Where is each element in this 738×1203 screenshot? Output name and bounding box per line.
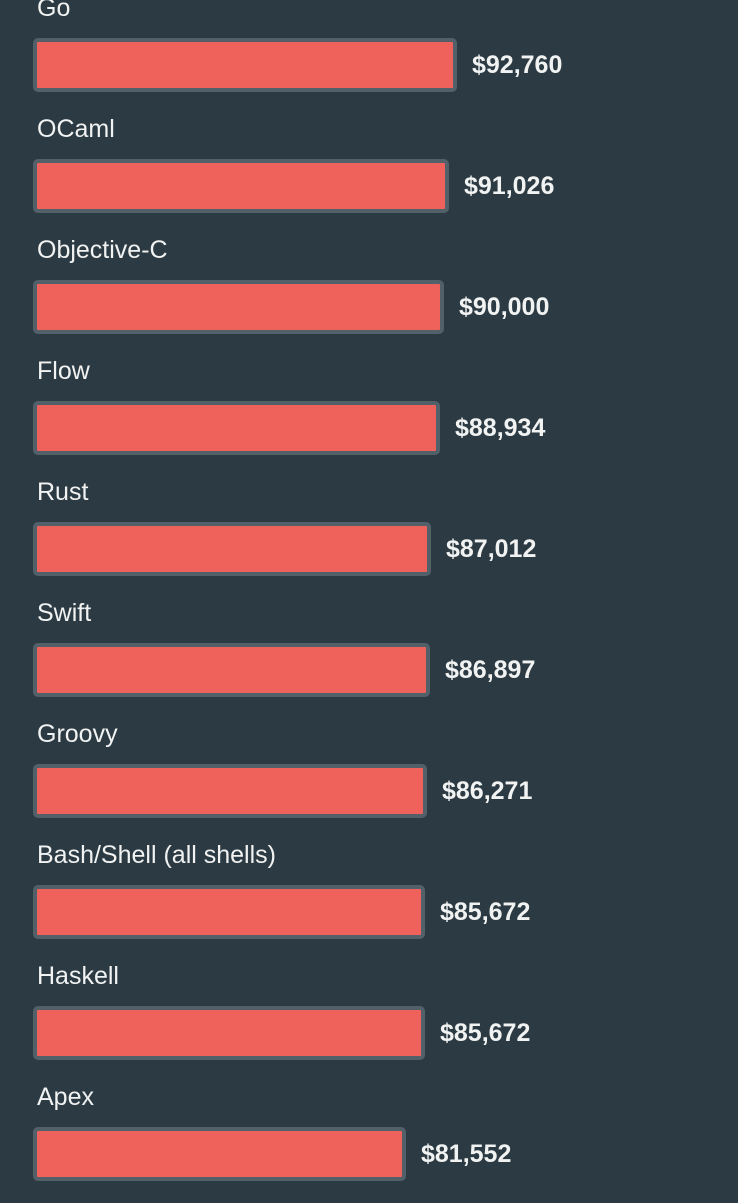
value-label: $86,271 (442, 777, 533, 805)
bar (33, 1006, 425, 1060)
bar-row: OCaml $91,026 (0, 114, 738, 235)
category-label: Flow (37, 357, 90, 385)
category-label: Rust (37, 478, 89, 506)
category-label: Haskell (37, 962, 119, 990)
category-label: OCaml (37, 115, 115, 143)
value-label: $86,897 (445, 656, 536, 684)
bar-row: Flow $88,934 (0, 356, 738, 477)
bar (33, 522, 431, 576)
category-label: Bash/Shell (all shells) (37, 841, 276, 869)
bar-row: Rust $87,012 (0, 477, 738, 598)
category-label: Swift (37, 599, 92, 627)
bar (33, 159, 449, 213)
bar (33, 1127, 406, 1181)
bar-row: Apex $81,552 (0, 1082, 738, 1203)
bar (33, 280, 444, 334)
category-label: Objective-C (37, 236, 168, 264)
bar-row: Swift $86,897 (0, 598, 738, 719)
value-label: $90,000 (459, 293, 550, 321)
bar-row: Bash/Shell (all shells) $85,672 (0, 840, 738, 961)
value-label: $85,672 (440, 898, 531, 926)
category-label: Apex (37, 1083, 94, 1111)
category-label: Go (37, 0, 71, 22)
bar (33, 764, 427, 818)
bar (33, 401, 440, 455)
bar (33, 38, 457, 92)
category-label: Groovy (37, 720, 118, 748)
bar-row: Objective-C $90,000 (0, 235, 738, 356)
value-label: $88,934 (455, 414, 546, 442)
bar-row: Groovy $86,271 (0, 719, 738, 840)
value-label: $92,760 (472, 51, 563, 79)
bar-row: Haskell $85,672 (0, 961, 738, 1082)
value-label: $85,672 (440, 1019, 531, 1047)
value-label: $91,026 (464, 172, 555, 200)
bar (33, 643, 430, 697)
bar (33, 885, 425, 939)
value-label: $81,552 (421, 1140, 512, 1168)
bar-row: Go $92,760 (0, 0, 738, 114)
value-label: $87,012 (446, 535, 537, 563)
